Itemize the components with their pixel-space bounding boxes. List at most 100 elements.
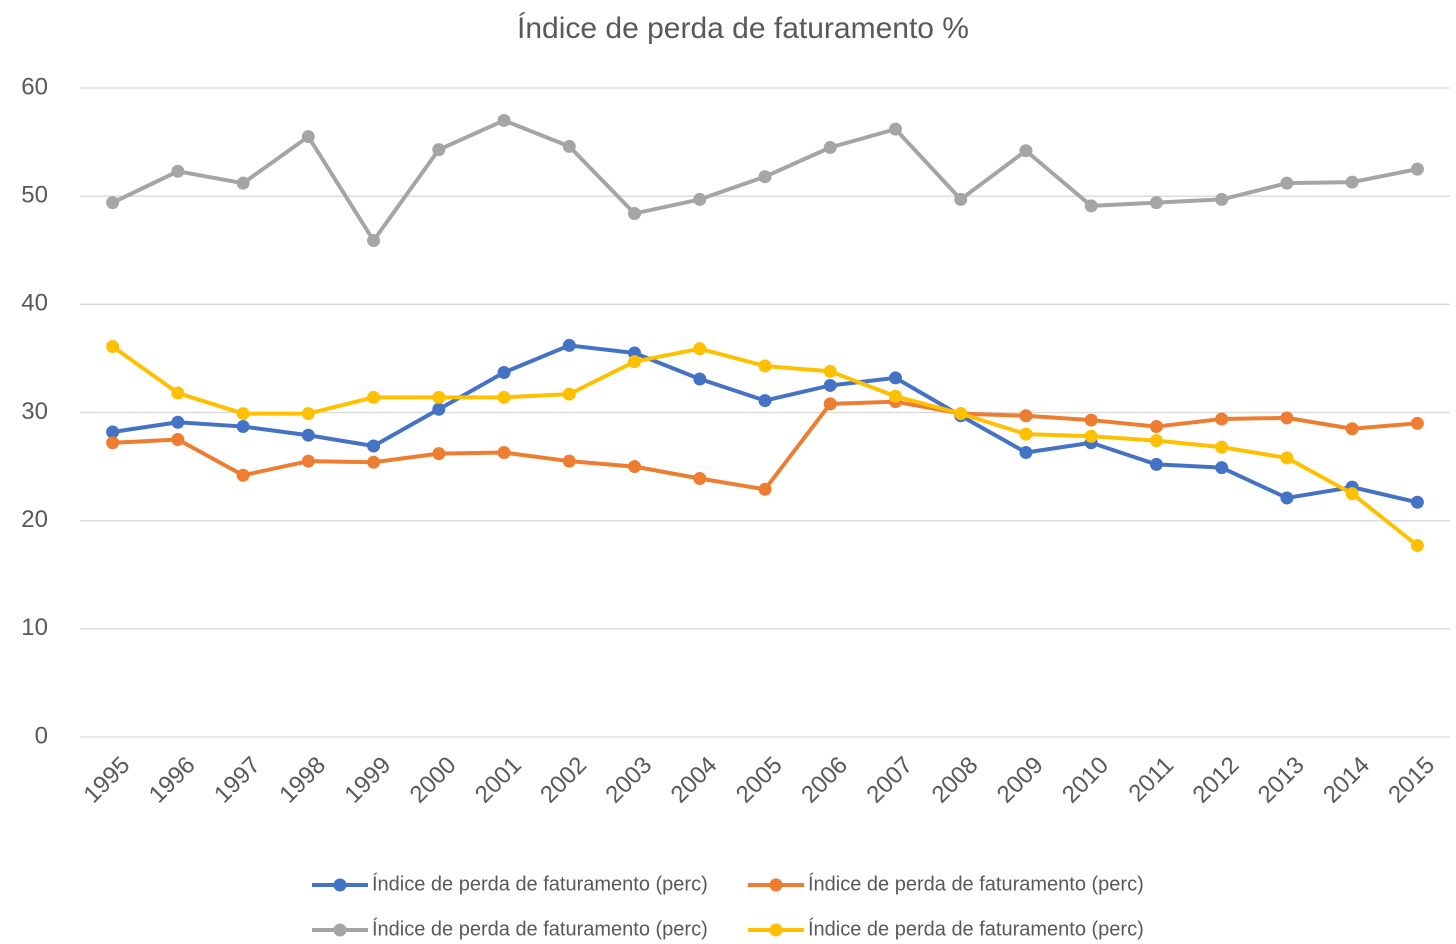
data-point — [1410, 495, 1424, 509]
data-point — [171, 386, 185, 400]
chart-title: Índice de perda de faturamento % — [517, 12, 969, 45]
data-point — [954, 407, 968, 421]
data-point — [562, 387, 576, 401]
data-point — [823, 397, 837, 411]
x-tick-label: 2011 — [1124, 752, 1180, 808]
x-tick-label: 2015 — [1383, 752, 1440, 809]
x-tick-label: 2014 — [1318, 752, 1375, 809]
legend-label: Índice de perda de faturamento (perc) — [808, 872, 1144, 895]
data-point — [758, 359, 772, 373]
data-point — [236, 420, 250, 434]
legend-label: Índice de perda de faturamento (perc) — [372, 872, 708, 895]
data-point — [823, 140, 837, 154]
data-point — [1149, 457, 1163, 471]
data-point — [1410, 416, 1424, 430]
legend-label: Índice de perda de faturamento (perc) — [372, 917, 708, 940]
data-point — [1019, 446, 1033, 460]
data-point — [1084, 199, 1098, 213]
data-point — [1345, 175, 1359, 189]
legend-marker — [333, 923, 347, 937]
data-point — [497, 390, 511, 404]
data-point — [367, 439, 381, 453]
x-tick-label: 2007 — [861, 752, 918, 809]
data-point — [1084, 429, 1098, 443]
data-point — [106, 196, 120, 210]
data-point — [1345, 487, 1359, 501]
data-point — [301, 454, 315, 468]
data-point — [432, 402, 446, 416]
data-point — [106, 340, 120, 354]
data-point — [497, 446, 511, 460]
x-tick-label: 2010 — [1057, 752, 1114, 809]
data-point — [301, 428, 315, 442]
data-point — [628, 206, 642, 220]
data-point — [1410, 539, 1424, 553]
legend-marker — [769, 923, 783, 937]
data-point — [758, 482, 772, 496]
data-point — [1084, 413, 1098, 427]
data-point — [236, 468, 250, 482]
data-point — [1280, 451, 1294, 465]
data-point — [1215, 440, 1229, 454]
data-point — [758, 170, 772, 184]
data-point — [628, 460, 642, 474]
x-tick-label: 2004 — [666, 752, 723, 809]
x-tick-label: 2009 — [992, 752, 1049, 809]
data-point — [171, 433, 185, 447]
data-point — [301, 130, 315, 144]
data-point — [693, 471, 707, 485]
data-point — [236, 407, 250, 421]
legend-label: Índice de perda de faturamento (perc) — [808, 917, 1144, 940]
data-point — [432, 447, 446, 461]
x-tick-label: 2003 — [600, 752, 657, 809]
data-point — [1019, 427, 1033, 441]
x-tick-label: 1995 — [79, 752, 136, 809]
data-point — [301, 407, 315, 421]
data-point — [888, 122, 902, 136]
data-point — [106, 436, 120, 450]
data-point — [1410, 162, 1424, 176]
data-point — [432, 390, 446, 404]
data-point — [1215, 192, 1229, 206]
data-point — [823, 364, 837, 378]
data-point — [628, 355, 642, 369]
data-point — [1019, 144, 1033, 158]
y-tick-label: 20 — [21, 506, 48, 533]
x-tick-label: 2000 — [405, 752, 462, 809]
data-point — [562, 338, 576, 352]
y-tick-label: 40 — [21, 290, 48, 317]
data-point — [693, 192, 707, 206]
legend-marker — [333, 878, 347, 892]
data-point — [562, 454, 576, 468]
data-point — [1149, 434, 1163, 448]
x-tick-label: 1996 — [144, 752, 201, 809]
data-point — [1280, 491, 1294, 505]
y-tick-label: 60 — [21, 73, 48, 100]
x-tick-label: 2006 — [796, 752, 853, 809]
data-point — [171, 415, 185, 429]
y-tick-label: 30 — [21, 398, 48, 425]
x-tick-label: 2012 — [1188, 752, 1245, 809]
data-point — [1215, 461, 1229, 475]
data-point — [367, 455, 381, 469]
y-tick-label: 10 — [21, 614, 48, 641]
data-point — [1280, 176, 1294, 190]
x-tick-label: 2008 — [927, 752, 984, 809]
data-point — [432, 143, 446, 157]
data-point — [1345, 422, 1359, 436]
data-point — [497, 365, 511, 379]
data-point — [954, 192, 968, 206]
x-tick-label: 2013 — [1253, 752, 1310, 809]
data-point — [236, 176, 250, 190]
data-point — [367, 234, 381, 248]
data-point — [693, 372, 707, 386]
data-point — [758, 394, 772, 408]
data-point — [1149, 420, 1163, 434]
data-point — [1019, 409, 1033, 423]
x-tick-label: 1997 — [209, 752, 266, 809]
y-tick-label: 0 — [35, 722, 48, 749]
data-point — [888, 389, 902, 403]
legend-marker — [769, 878, 783, 892]
data-point — [562, 139, 576, 153]
